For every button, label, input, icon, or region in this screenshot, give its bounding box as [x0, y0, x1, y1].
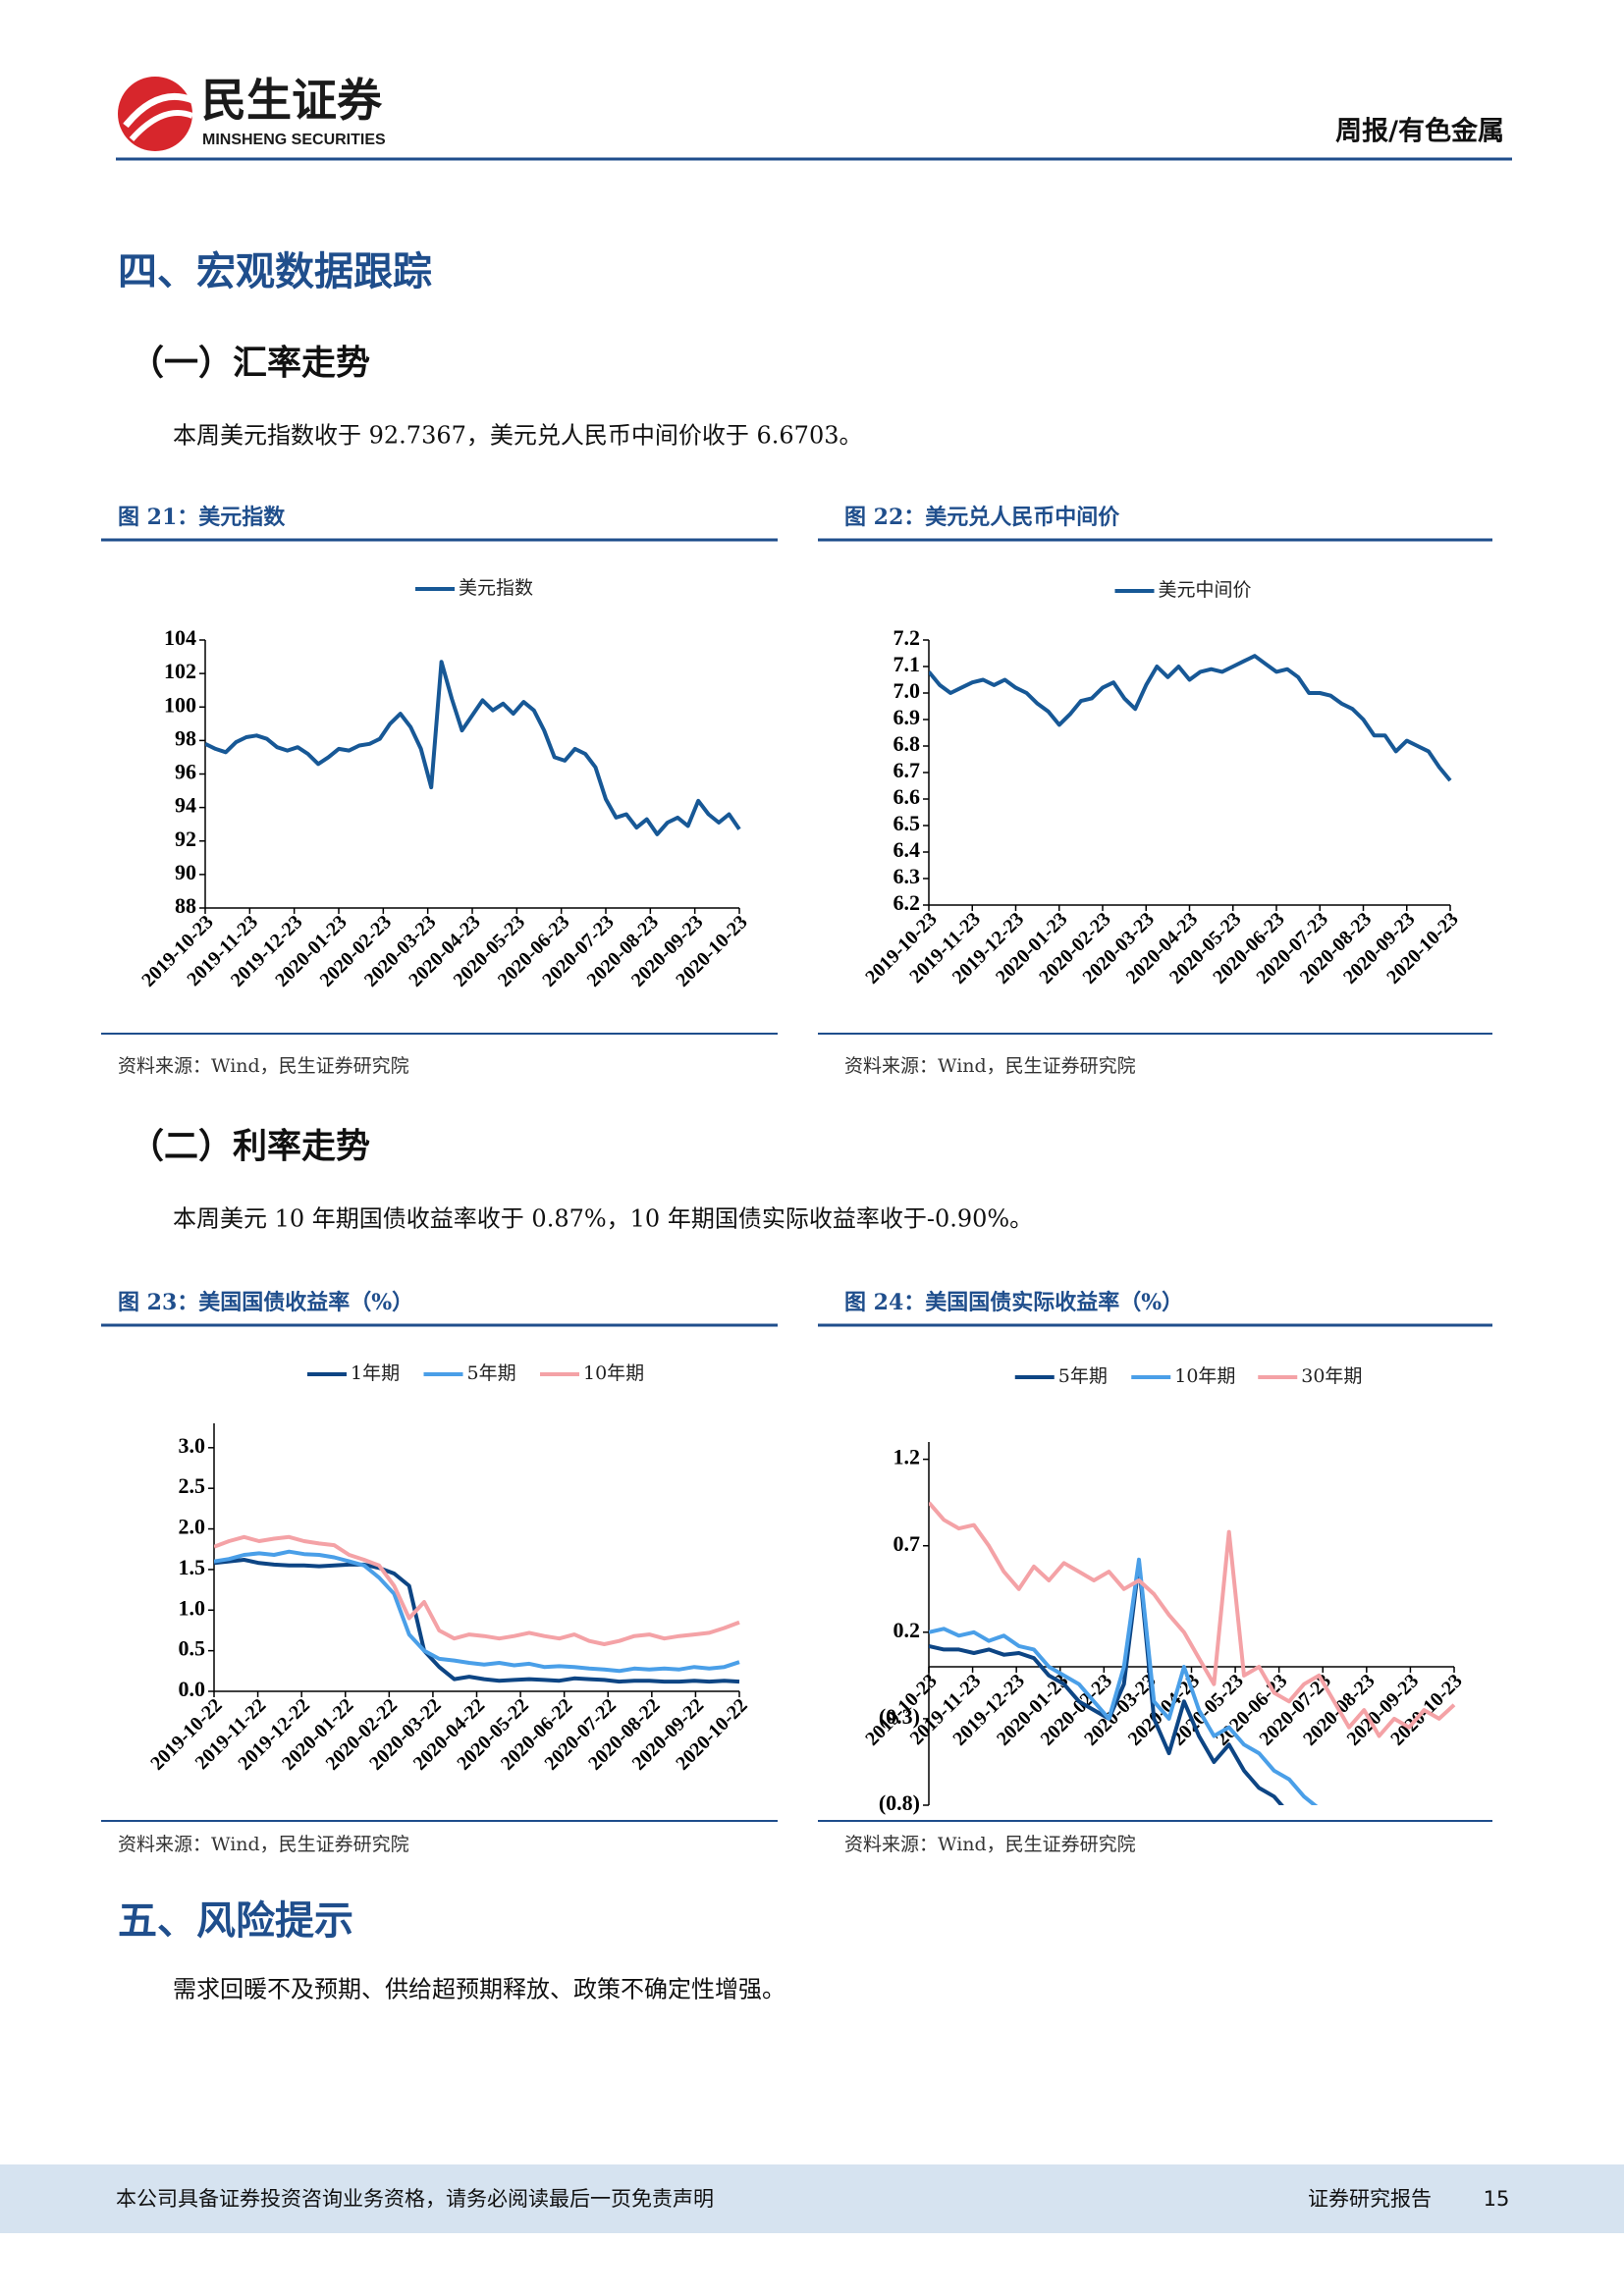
legend-label: 1年期	[351, 1362, 400, 1384]
legend-label: 10年期	[583, 1362, 644, 1384]
y-tick-label: 0.2	[893, 1618, 921, 1642]
series-line	[214, 1558, 740, 1684]
series-line	[929, 1557, 1319, 1805]
figure-source: 资料来源：Wind，民生证券研究院	[844, 1055, 1136, 1077]
footer-disclaimer: 本公司具备证券投资咨询业务资格，请务必阅读最后一页免责声明	[116, 2187, 714, 2211]
legend-label: 5年期	[1058, 1365, 1108, 1387]
series-line	[214, 1534, 740, 1646]
figure-source: 资料来源：Wind，民生证券研究院	[844, 1834, 1136, 1855]
y-tick-label: 6.8	[893, 731, 921, 756]
y-tick-label: 6.9	[893, 705, 921, 729]
legend-label: 美元中间价	[1159, 579, 1252, 601]
paragraph: 需求回暖不及预期、供给超预期释放、政策不确定性增强。	[173, 1976, 785, 2003]
y-tick-label: 102	[164, 659, 196, 683]
y-tick-label: 6.2	[893, 890, 921, 915]
series-line	[214, 1549, 740, 1674]
figure-source: 资料来源：Wind，民生证券研究院	[118, 1055, 409, 1077]
y-tick-label: 6.4	[893, 837, 921, 862]
series-line	[205, 660, 741, 836]
y-tick-label: (0.3)	[879, 1704, 920, 1729]
footer-band	[0, 2164, 1624, 2233]
y-tick-label: 1.5	[179, 1555, 206, 1579]
section-title: 五、风险提示	[118, 1897, 353, 1944]
paragraph: 本周美元指数收于 92.7367，美元兑人民币中间价收于 6.6703。	[173, 422, 862, 450]
y-tick-label: 88	[175, 893, 196, 918]
logo-cn: 民生证券	[201, 74, 383, 127]
legend-label: 30年期	[1301, 1365, 1362, 1387]
y-tick-label: 0.5	[179, 1636, 206, 1661]
y-tick-label: 2.0	[179, 1515, 206, 1539]
paragraph: 本周美元 10 年期国债收益率收于 0.87%，10 年期国债实际收益率收于-0…	[173, 1205, 1033, 1233]
logo-swoosh	[129, 110, 194, 142]
y-tick-label: 104	[164, 625, 196, 650]
figure-caption: 图 24：美国国债实际收益率（%）	[844, 1290, 1183, 1315]
series-line	[929, 1501, 1456, 1738]
legend-label: 5年期	[467, 1362, 516, 1384]
y-tick-label: 6.7	[893, 758, 921, 782]
y-tick-label: 100	[164, 692, 196, 717]
legend-label: 10年期	[1174, 1365, 1235, 1387]
report-type: 周报/有色金属	[1335, 116, 1504, 147]
y-tick-label: (0.8)	[879, 1790, 920, 1815]
y-tick-label: 98	[175, 725, 196, 750]
y-tick-label: 7.1	[893, 652, 921, 676]
y-tick-label: 6.3	[893, 864, 921, 888]
y-tick-label: 92	[175, 827, 196, 851]
y-tick-label: 0.0	[179, 1677, 206, 1701]
y-tick-label: 3.0	[179, 1433, 206, 1458]
y-tick-label: 0.7	[893, 1531, 921, 1556]
y-tick-label: 6.6	[893, 784, 921, 809]
figure-caption: 图 22：美元兑人民币中间价	[844, 505, 1120, 530]
figure-caption: 图 21：美元指数	[118, 505, 286, 530]
subsection-title: （一）汇率走势	[130, 344, 370, 384]
logo	[118, 77, 194, 151]
series-line	[929, 654, 1452, 782]
logo-swoosh	[123, 92, 194, 129]
page-number: 15	[1484, 2187, 1510, 2211]
footer-label: 证券研究报告	[1308, 2187, 1432, 2211]
subsection-title: （二）利率走势	[130, 1127, 370, 1167]
y-tick-label: 1.2	[893, 1445, 921, 1469]
y-tick-label: 94	[175, 793, 196, 818]
y-tick-label: 7.0	[893, 678, 921, 703]
logo-en: MINSHENG SECURITIES	[202, 132, 386, 148]
section-title: 四、宏观数据跟踪	[118, 248, 432, 294]
y-tick-label: 96	[175, 760, 196, 784]
y-tick-label: 90	[175, 860, 196, 884]
figure-caption: 图 23：美国国债收益率（%）	[118, 1290, 413, 1315]
y-tick-label: 6.5	[893, 811, 921, 835]
legend-label: 美元指数	[459, 577, 533, 599]
y-tick-label: 2.5	[179, 1473, 206, 1498]
y-tick-label: 7.2	[893, 625, 921, 650]
figure-source: 资料来源：Wind，民生证券研究院	[118, 1834, 409, 1855]
series-line	[929, 1561, 1284, 1805]
y-tick-label: 1.0	[179, 1595, 206, 1620]
